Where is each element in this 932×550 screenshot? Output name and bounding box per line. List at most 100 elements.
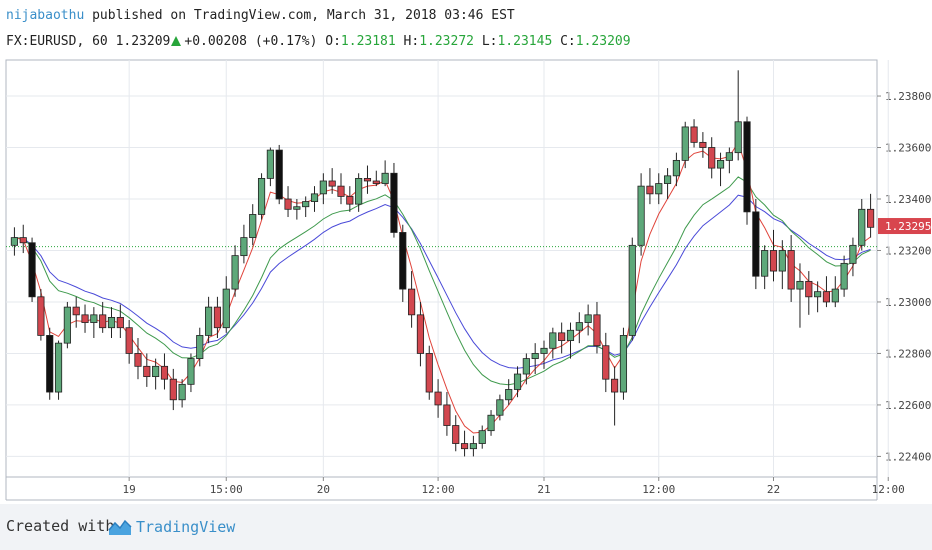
high-value: 1.23272 <box>419 34 474 49</box>
ma-blue-line <box>14 194 871 369</box>
candle-body <box>699 141 707 148</box>
author-link[interactable]: nijabaothu <box>6 8 85 23</box>
published-text: published on TradingView.com, March 31, … <box>84 8 515 23</box>
candle-body <box>796 280 804 290</box>
y-tick-label: 1.23800 <box>885 90 931 103</box>
candle-body <box>672 159 680 177</box>
candle-body <box>81 314 89 323</box>
close-value: 1.23209 <box>575 34 631 49</box>
candle-body <box>372 180 380 184</box>
x-tick-label: 12:00 <box>872 483 905 496</box>
candle-body <box>310 193 319 202</box>
current-price-label: 1.23295 <box>885 220 931 233</box>
x-tick-label: 12:00 <box>642 483 675 496</box>
candle-body <box>355 178 363 205</box>
candle-body <box>363 178 372 182</box>
candle-body <box>302 201 310 208</box>
y-tick-label: 1.22600 <box>885 399 931 412</box>
candle-body <box>19 237 27 244</box>
candle-body <box>452 425 460 444</box>
last-price: 1.23209 <box>115 34 171 49</box>
open-label: O: <box>325 34 341 49</box>
price-axis <box>877 60 932 477</box>
candle-body <box>116 317 124 329</box>
candle-body <box>840 262 848 290</box>
candle-body <box>381 172 389 184</box>
x-tick-label: 20 <box>317 483 330 496</box>
candle-body <box>460 443 469 450</box>
candle-body <box>293 206 301 210</box>
symbol-legend: FX:EURUSD, 60 1.23209 +0.00208 (+0.17%) O… <box>6 34 631 49</box>
close-label: C: <box>560 34 576 49</box>
candle-body <box>681 126 689 161</box>
candle-body <box>10 237 18 246</box>
candle-body <box>346 196 354 205</box>
candle-body <box>522 358 530 375</box>
chart-pane <box>5 59 878 478</box>
ma-green-line <box>14 176 871 386</box>
candle-body <box>646 185 654 195</box>
candle-body <box>496 399 504 416</box>
symbol-name: FX:EURUSD, 60 <box>6 34 108 49</box>
candle-body <box>487 414 495 432</box>
candle-body <box>505 389 513 401</box>
candle-body <box>90 314 98 323</box>
candle-body <box>169 378 177 401</box>
footer: Created with TradingView <box>0 504 932 550</box>
high-label: H: <box>403 34 420 49</box>
candle-body <box>107 317 116 329</box>
candle-body <box>778 250 786 272</box>
tradingview-logo-icon[interactable] <box>108 518 132 536</box>
candle-body <box>196 335 204 359</box>
candle-body <box>443 404 451 426</box>
tradingview-link[interactable]: TradingView <box>136 518 236 536</box>
candle-body <box>655 183 663 195</box>
candle-body <box>187 358 195 385</box>
candle-body <box>63 306 71 344</box>
x-tick-label: 15:00 <box>210 483 243 496</box>
candle-body <box>761 250 769 277</box>
y-tick-label: 1.23600 <box>885 142 931 155</box>
candle-body <box>531 353 539 359</box>
candle-body <box>602 345 610 380</box>
candle-body <box>637 185 645 246</box>
price-change: +0.00208 (+0.17%) <box>184 34 318 49</box>
candle-body <box>125 327 133 354</box>
candle-body <box>593 314 601 347</box>
candle-body <box>275 149 283 200</box>
candle-body <box>213 306 222 329</box>
candle-body <box>831 288 839 303</box>
candle-body <box>619 335 628 393</box>
candle-body <box>814 291 822 298</box>
price-chart[interactable]: 1.23800 1.23600 1.23400 1.23200 1.23000 1.228… <box>0 0 932 504</box>
candle-body <box>743 121 751 213</box>
candle-body <box>584 314 592 323</box>
candle-body <box>205 306 213 336</box>
candle-body <box>390 172 398 233</box>
candle-body <box>99 314 107 329</box>
y-tick-label: 1.23000 <box>885 296 931 309</box>
candle-body <box>54 342 63 393</box>
candle-body <box>284 198 292 210</box>
candle-body <box>266 149 274 179</box>
candle-body <box>152 365 160 378</box>
candle-body <box>708 147 716 169</box>
candle-body <box>134 353 142 367</box>
low-label: L: <box>481 34 498 49</box>
x-tick-label: 22 <box>767 483 780 496</box>
candle-body <box>434 391 442 406</box>
candle-body <box>231 255 239 290</box>
candle-body <box>867 208 875 228</box>
candle-body <box>628 244 636 336</box>
candle-body <box>416 314 425 354</box>
publish-info: nijabaothu published on TradingView.com,… <box>6 8 515 23</box>
candle-body <box>769 250 778 272</box>
y-tick-label: 1.23200 <box>885 244 931 257</box>
candle-body <box>399 232 407 290</box>
candle-body <box>566 329 575 341</box>
candle-body <box>337 185 345 197</box>
candle-body <box>787 250 795 290</box>
candle-body <box>513 373 522 390</box>
low-value: 1.23145 <box>497 34 553 49</box>
current-price-badge <box>878 218 931 235</box>
